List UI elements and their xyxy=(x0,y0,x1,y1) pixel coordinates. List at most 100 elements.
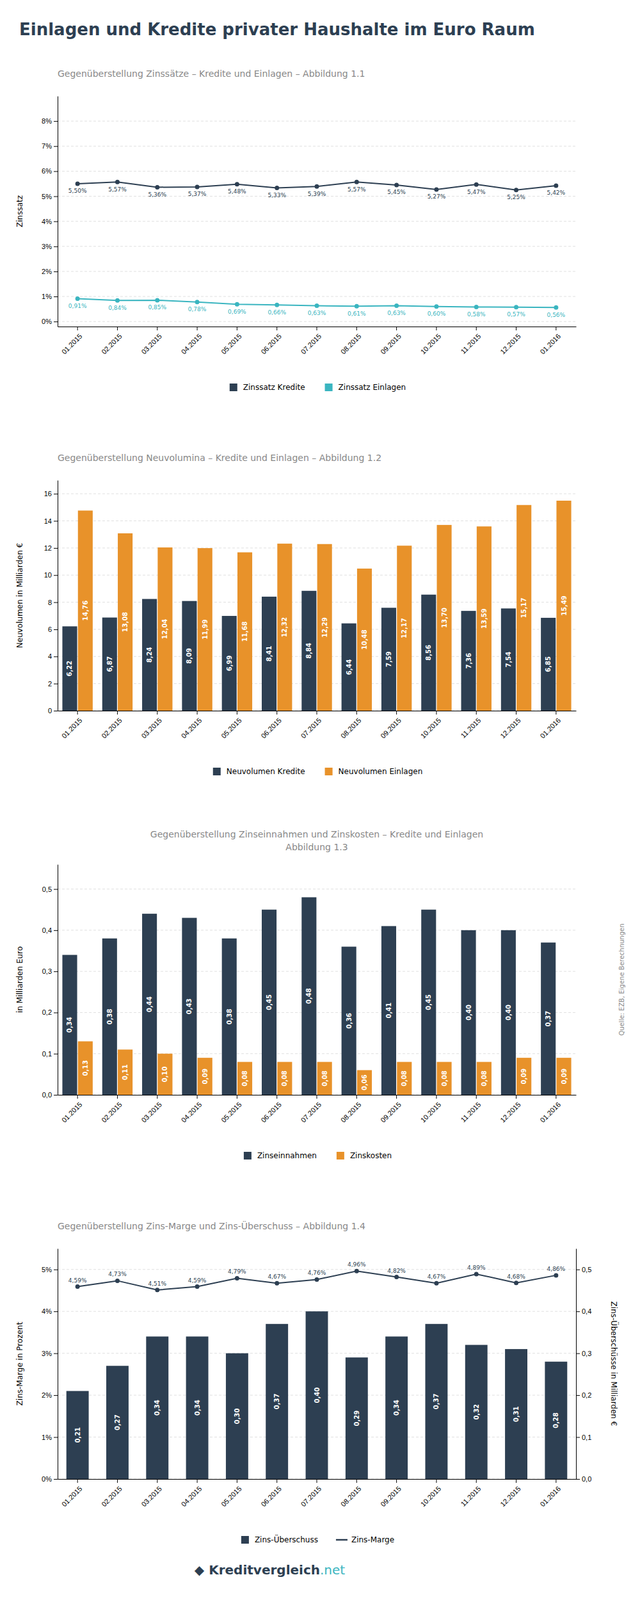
tick-label: 07.2015 xyxy=(299,1100,324,1124)
bar xyxy=(424,1323,448,1479)
bar xyxy=(501,608,516,711)
marker xyxy=(553,183,559,189)
data-label: 8,41 xyxy=(265,645,273,662)
chart-title: Gegenüberstellung Zinssätze – Kredite un… xyxy=(57,68,365,79)
tick-mark xyxy=(576,1352,580,1354)
legend-item: Zins-Marge xyxy=(336,1534,395,1544)
legend-swatch xyxy=(325,383,333,392)
marker xyxy=(115,179,120,185)
tick: 12.2015 xyxy=(498,326,523,356)
tick: 05.2015 xyxy=(219,710,244,740)
tick: 09.2015 xyxy=(378,326,403,356)
bar xyxy=(117,1048,133,1095)
bar xyxy=(556,500,571,711)
data-label: 0,08 xyxy=(400,1070,408,1087)
marker xyxy=(274,1280,280,1286)
data-label: 6,85 xyxy=(544,656,552,672)
grid-line xyxy=(57,245,576,247)
tick-mark xyxy=(236,710,238,715)
tick-label: 04.2015 xyxy=(179,716,204,740)
tick-label: 0% xyxy=(41,317,52,326)
tick: 09.2015 xyxy=(378,1094,403,1124)
data-label: 0,28 xyxy=(552,1411,560,1428)
tick: 0,3 xyxy=(576,1349,592,1357)
y2-axis-title: Zins-Überschüsse in Milliarden € xyxy=(609,1301,620,1426)
tick: 04.2015 xyxy=(179,710,204,740)
tick-label: 1% xyxy=(41,292,52,301)
tick-label: 02.2015 xyxy=(99,716,124,740)
legend: Zins-ÜberschussZins-Marge xyxy=(241,1533,395,1544)
tick-mark xyxy=(316,1094,318,1099)
data-label: 6,99 xyxy=(225,655,233,672)
tick-mark xyxy=(576,1394,580,1396)
bar xyxy=(277,543,292,711)
tick-mark xyxy=(53,1269,58,1270)
tick-label: 0% xyxy=(41,1474,52,1483)
tick-label: 01.2016 xyxy=(538,1484,563,1508)
marker xyxy=(234,1275,240,1280)
bar xyxy=(145,1335,169,1479)
data-label: 7,54 xyxy=(504,651,512,668)
data-label: 0,08 xyxy=(440,1070,448,1087)
tick-label: 09.2015 xyxy=(378,716,403,740)
data-labels: 6,226,878,248,096,998,418,846,447,598,56… xyxy=(65,595,568,676)
tick-label: 04.2015 xyxy=(179,332,204,356)
tick: 1% xyxy=(41,292,58,301)
tick: 03.2015 xyxy=(139,1094,164,1124)
data-label: 15,49 xyxy=(560,595,568,616)
tick-mark xyxy=(53,602,58,603)
tick-label: 09.2015 xyxy=(378,1484,403,1508)
data-label: 5,25% xyxy=(506,193,526,201)
bar xyxy=(222,938,237,1095)
data-label: 12,29 xyxy=(321,616,329,638)
tick-mark xyxy=(53,888,58,890)
tick: 10.2015 xyxy=(419,1478,443,1508)
tick-mark xyxy=(156,1094,158,1099)
tick-mark xyxy=(236,1478,238,1483)
legend-label: Neuvolumen Einlagen xyxy=(338,766,424,776)
tick-mark xyxy=(197,710,198,715)
chart-title: Gegenüberstellung Zinseinnahmen und Zins… xyxy=(150,828,484,840)
legend-item: Zinskosten xyxy=(336,1150,392,1160)
bar xyxy=(261,909,277,1095)
tick-mark xyxy=(53,547,58,549)
tick: 01.2015 xyxy=(60,326,84,356)
grid-line xyxy=(57,547,576,548)
tick: 0,4 xyxy=(42,926,58,934)
grid-line xyxy=(57,493,576,495)
grid-line xyxy=(57,220,576,222)
tick: 08.2015 xyxy=(339,1478,363,1508)
bar xyxy=(396,545,412,711)
marker xyxy=(433,1280,439,1286)
marker xyxy=(75,296,80,301)
tick: 01.2016 xyxy=(538,1478,563,1508)
data-label: 0,08 xyxy=(280,1070,288,1087)
data-label: 0,10 xyxy=(161,1065,169,1082)
marks xyxy=(62,500,571,711)
tick: 1% xyxy=(41,1432,58,1441)
tick-label: 01.2015 xyxy=(60,716,84,740)
data-labels: 5,50%5,57%5,36%5,37%5,48%5,33%5,39%5,57%… xyxy=(68,186,566,319)
tick-label: 07.2015 xyxy=(299,716,324,740)
marker xyxy=(314,1276,320,1282)
tick-label: 06.2015 xyxy=(259,1100,283,1124)
legend-swatch xyxy=(243,1151,252,1160)
legend-item: Neuvolumen Kredite xyxy=(213,766,306,776)
tick-mark xyxy=(53,1310,58,1312)
bar xyxy=(461,610,477,711)
bar xyxy=(222,615,237,711)
tick-label: 07.2015 xyxy=(299,332,324,356)
logo-text: .net xyxy=(320,1561,345,1577)
grid-line xyxy=(57,682,576,684)
data-label: 5,27% xyxy=(427,193,447,200)
legend-label: Zins-Marge xyxy=(351,1534,395,1544)
tick-label: 0,5 xyxy=(42,885,52,893)
data-label: 0,40 xyxy=(504,1004,512,1021)
tick-mark xyxy=(53,520,58,522)
tick: 4 xyxy=(48,652,58,660)
tick: 12.2015 xyxy=(498,710,523,740)
grid-line xyxy=(57,296,576,297)
tick-label: 6% xyxy=(41,167,52,175)
tick: 0,2 xyxy=(42,1008,58,1016)
tick: 3% xyxy=(41,242,58,251)
